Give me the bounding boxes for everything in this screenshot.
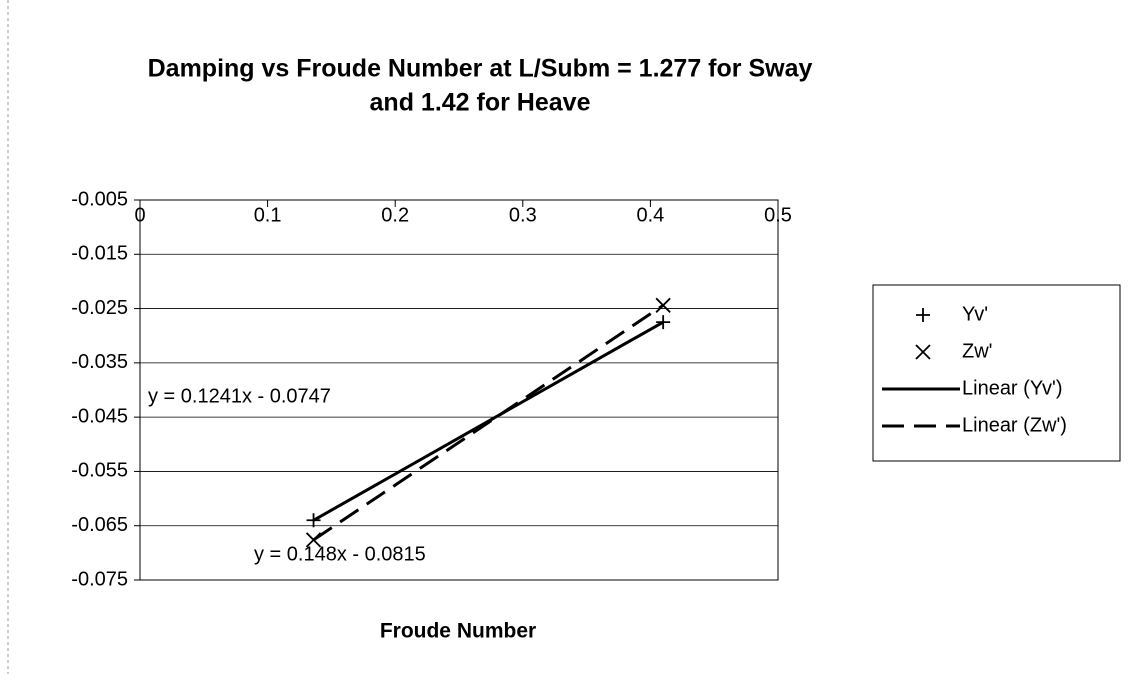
x-tick-label: 0.5	[764, 204, 792, 226]
y-tick-label: -0.005	[71, 188, 128, 210]
x-tick-label: 0.3	[509, 204, 537, 226]
x-tick-label: 0.4	[636, 204, 664, 226]
legend	[872, 284, 1121, 462]
trendline-equation: y = 0.148x - 0.0815	[254, 543, 426, 565]
plot-area	[139, 199, 779, 581]
point	[655, 297, 671, 313]
legend-label: Linear (Zw')	[962, 414, 1067, 436]
chart-title: Damping vs Froude Number at L/Subm = 1.2…	[148, 55, 813, 83]
y-tick-label: -0.065	[71, 514, 128, 536]
y-tick-label: -0.075	[71, 568, 128, 590]
legend-marker	[916, 308, 930, 322]
chart-title: and 1.42 for Heave	[370, 89, 591, 117]
point	[656, 315, 671, 330]
y-tick-label: -0.055	[71, 460, 128, 482]
x-axis-title: Froude Number	[380, 620, 536, 643]
y-tick-label: -0.045	[71, 405, 128, 427]
y-tick-label: -0.035	[71, 351, 128, 373]
x-tick-label: 0.2	[381, 204, 409, 226]
x-tick-label: 0	[134, 204, 145, 226]
legend-label: Zw'	[962, 340, 992, 362]
legend-marker	[915, 344, 931, 360]
legend-label: Yv'	[962, 303, 988, 325]
point	[305, 532, 322, 548]
y-tick-label: -0.025	[71, 297, 128, 319]
trendline	[312, 304, 664, 542]
legend-label: Linear (Yv')	[962, 377, 1063, 399]
y-tick-label: -0.015	[71, 243, 128, 265]
x-tick-label: 0.1	[254, 204, 282, 226]
point	[306, 513, 321, 528]
trendline-equation: y = 0.1241x - 0.0747	[148, 385, 331, 407]
